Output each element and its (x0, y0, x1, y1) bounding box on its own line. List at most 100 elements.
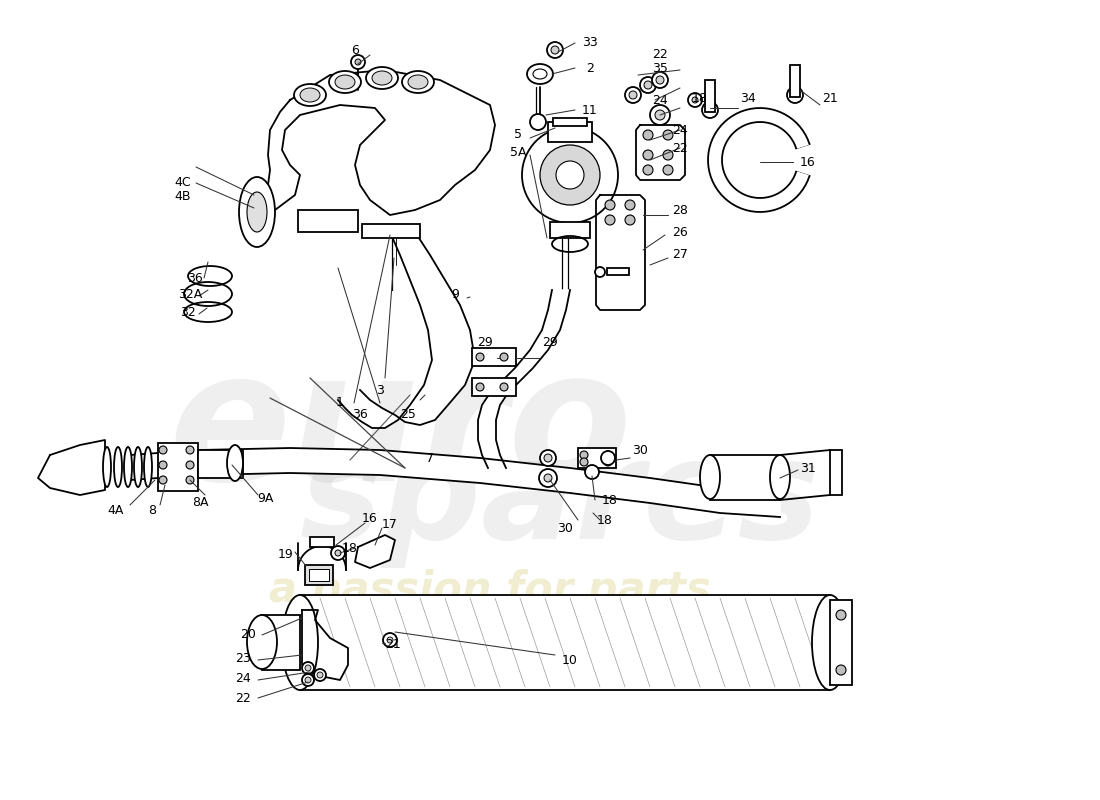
Text: 16: 16 (800, 155, 816, 169)
Circle shape (547, 42, 563, 58)
Circle shape (387, 637, 393, 643)
Circle shape (625, 215, 635, 225)
Ellipse shape (294, 84, 326, 106)
Circle shape (539, 469, 557, 487)
Text: 11: 11 (582, 103, 598, 117)
Circle shape (186, 446, 194, 454)
Circle shape (663, 150, 673, 160)
Text: a passion for parts: a passion for parts (270, 569, 711, 611)
Text: 24: 24 (235, 671, 251, 685)
Text: 32: 32 (180, 306, 196, 319)
Text: 29: 29 (542, 335, 558, 349)
Bar (550, 222, 590, 238)
Text: 27: 27 (672, 249, 688, 262)
Circle shape (314, 669, 326, 681)
Text: 30: 30 (632, 443, 648, 457)
Circle shape (580, 451, 588, 459)
Text: 29: 29 (477, 335, 493, 349)
Bar (310, 537, 334, 547)
Circle shape (836, 665, 846, 675)
Ellipse shape (812, 595, 848, 690)
Text: 1: 1 (337, 397, 344, 410)
Circle shape (580, 458, 588, 466)
Text: 24: 24 (672, 123, 688, 137)
Circle shape (650, 105, 670, 125)
Text: 28: 28 (672, 203, 688, 217)
Text: 5: 5 (514, 129, 522, 142)
Polygon shape (258, 70, 495, 215)
Bar (362, 224, 420, 238)
Circle shape (305, 665, 311, 671)
Ellipse shape (124, 447, 132, 487)
Circle shape (644, 81, 652, 89)
Ellipse shape (144, 447, 152, 487)
Circle shape (652, 72, 668, 88)
Circle shape (383, 633, 397, 647)
Ellipse shape (134, 447, 142, 487)
Text: 8: 8 (148, 503, 156, 517)
Circle shape (644, 165, 653, 175)
Ellipse shape (103, 447, 111, 487)
Circle shape (786, 87, 803, 103)
Circle shape (644, 130, 653, 140)
Text: 23: 23 (235, 651, 251, 665)
Text: 3: 3 (376, 383, 384, 397)
Text: 33: 33 (582, 37, 598, 50)
Text: 22: 22 (652, 49, 668, 62)
Circle shape (351, 55, 365, 69)
Bar (262, 615, 300, 670)
Text: 26: 26 (672, 226, 688, 238)
Circle shape (305, 677, 311, 683)
Circle shape (551, 46, 559, 54)
Text: 36: 36 (352, 409, 367, 422)
Bar (305, 565, 333, 585)
Text: 24: 24 (652, 94, 668, 106)
Circle shape (540, 145, 600, 205)
Circle shape (530, 114, 546, 130)
Ellipse shape (300, 88, 320, 102)
Polygon shape (636, 125, 685, 180)
Circle shape (625, 87, 641, 103)
Ellipse shape (336, 75, 355, 89)
Text: 31: 31 (800, 462, 816, 474)
Circle shape (544, 474, 552, 482)
Circle shape (836, 610, 846, 620)
Circle shape (702, 102, 718, 118)
Circle shape (186, 461, 194, 469)
Circle shape (604, 451, 612, 459)
Circle shape (663, 165, 673, 175)
Text: 10: 10 (562, 654, 578, 666)
Text: 32A: 32A (178, 289, 202, 302)
Polygon shape (478, 290, 570, 468)
Bar (790, 65, 800, 97)
Bar (830, 450, 842, 495)
Text: 25: 25 (400, 409, 416, 422)
Bar (298, 210, 358, 232)
Circle shape (317, 672, 323, 678)
Circle shape (540, 450, 556, 466)
Circle shape (217, 452, 233, 468)
Text: 9: 9 (451, 289, 459, 302)
Circle shape (605, 215, 615, 225)
Polygon shape (130, 448, 780, 517)
Polygon shape (302, 610, 348, 680)
Circle shape (160, 446, 167, 454)
Text: 35: 35 (652, 62, 668, 74)
Text: 20: 20 (240, 629, 256, 642)
Text: 19: 19 (278, 549, 294, 562)
Circle shape (625, 200, 635, 210)
Ellipse shape (372, 71, 392, 85)
Circle shape (601, 451, 615, 465)
Bar (472, 348, 516, 366)
Text: 4A: 4A (108, 503, 124, 517)
Ellipse shape (239, 177, 275, 247)
Ellipse shape (770, 455, 790, 499)
Bar (472, 378, 516, 396)
Text: 4C: 4C (175, 177, 191, 190)
Text: 22: 22 (235, 691, 251, 705)
Ellipse shape (408, 75, 428, 89)
Text: 36: 36 (187, 271, 202, 285)
Text: 4B: 4B (175, 190, 191, 203)
Bar (553, 118, 587, 126)
Text: spares: spares (299, 433, 821, 567)
